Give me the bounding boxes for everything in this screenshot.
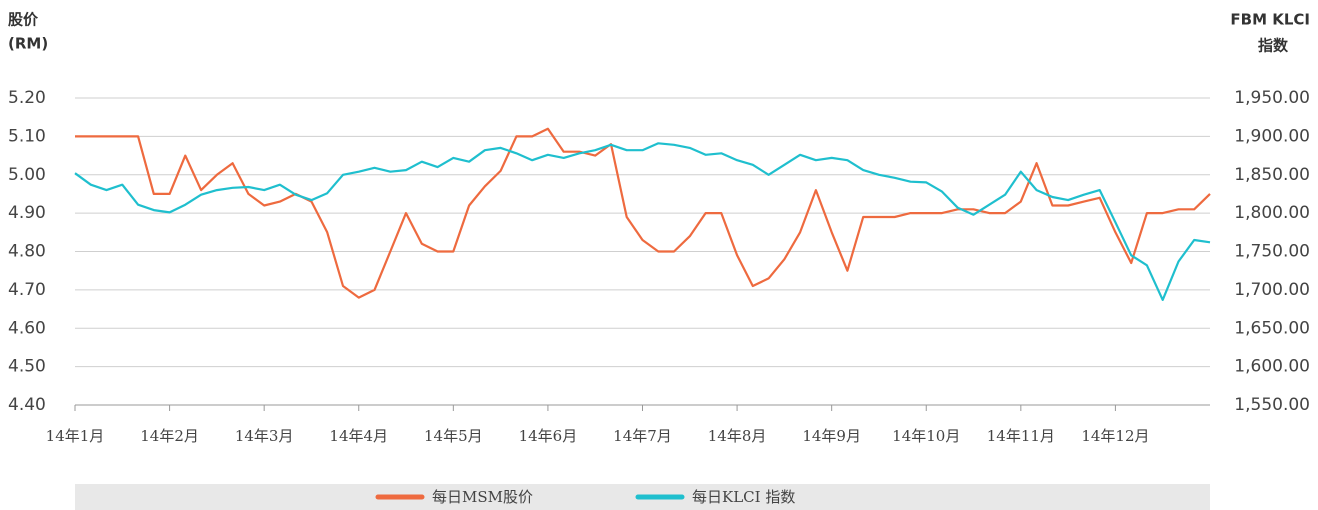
y-tick-label: 5.00: [8, 165, 46, 185]
y-tick-label: 4.60: [8, 318, 46, 338]
y2-axis-title: FBM KLCI: [1230, 11, 1310, 29]
x-tick-label: 14年8月: [708, 427, 767, 445]
x-tick-label: 14年12月: [1081, 427, 1149, 445]
y2-tick-label: 1,800.00: [1234, 203, 1310, 223]
line-series: [75, 127, 1211, 299]
x-tick-label: 14年7月: [613, 427, 672, 445]
x-tick-label: 14年5月: [424, 427, 483, 445]
y-tick-label: 4.50: [8, 357, 46, 377]
y-tick-label: 4.80: [8, 242, 46, 262]
x-tick-label: 14年1月: [46, 427, 105, 445]
y2-axis-title: 指数: [1258, 37, 1289, 55]
y2-tick-label: 1,650.00: [1234, 318, 1310, 338]
x-tick-label: 14年3月: [235, 427, 294, 445]
y-axis-title: (RM): [8, 35, 48, 53]
y-tick-label: 4.70: [8, 280, 46, 300]
x-tick-label: 14年11月: [987, 427, 1055, 445]
y-tick-label: 5.10: [8, 126, 46, 146]
y2-tick-label: 1,550.00: [1234, 395, 1310, 415]
y-tick-label: 4.40: [8, 395, 46, 415]
y2-tick-label: 1,900.00: [1234, 126, 1310, 146]
x-tick-label: 14年9月: [802, 427, 861, 445]
x-tick-label: 14年2月: [140, 427, 199, 445]
y-tick-label: 4.90: [8, 203, 46, 223]
y2-tick-label: 1,850.00: [1234, 165, 1310, 185]
legend-label: 每日KLCI 指数: [692, 488, 795, 506]
y2-tick-label: 1,700.00: [1234, 280, 1310, 300]
y2-tick-label: 1,750.00: [1234, 242, 1310, 262]
x-tick-label: 14年6月: [519, 427, 578, 445]
y-axis-title: 股价: [8, 11, 39, 29]
y2-tick-label: 1,600.00: [1234, 357, 1310, 377]
y2-tick-label: 1,950.00: [1234, 88, 1310, 108]
x-tick-label: 14年4月: [329, 427, 388, 445]
line-series: [74, 142, 1211, 301]
y-tick-label: 5.20: [8, 88, 46, 108]
legend-label: 每日MSM股价: [432, 488, 533, 506]
x-tick-label: 14年10月: [892, 427, 960, 445]
